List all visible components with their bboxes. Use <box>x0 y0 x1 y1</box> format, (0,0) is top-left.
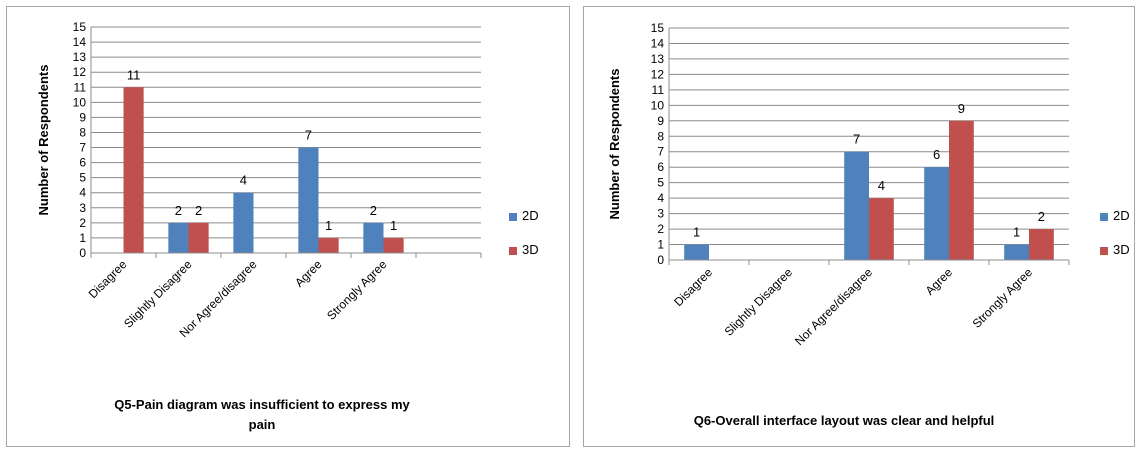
y-tick-label: 0 <box>657 253 664 267</box>
y-tick-label: 5 <box>79 171 86 185</box>
y-axis-label: Number of Respondents <box>607 69 622 220</box>
legend-item-2d: 2D <box>1100 208 1130 224</box>
bar-3D <box>1029 229 1054 260</box>
bar-3D <box>123 87 144 254</box>
legend-swatch-2d <box>1100 212 1108 221</box>
legend-swatch-2d <box>509 212 517 221</box>
chart-panel-q5: 0 1 2 3 4 5 6 7 8 9 10 11 12 13 14 15 Number of Responde… <box>6 6 570 447</box>
x-tick-label: Agree <box>292 257 325 290</box>
legend-item-3d: 3D <box>509 242 539 258</box>
x-tick-label: Disagree <box>671 265 715 309</box>
legend-label: 3D <box>1113 242 1130 257</box>
data-label: 4 <box>878 178 885 193</box>
y-tick-label: 12 <box>73 65 87 79</box>
y-tick-label: 12 <box>651 67 665 81</box>
x-tick-label: Strongly Agree <box>970 265 1036 331</box>
data-label: 7 <box>853 132 860 147</box>
legend-label: 3D <box>522 242 539 257</box>
data-label: 7 <box>305 128 312 143</box>
y-tick-label: 7 <box>657 145 664 159</box>
y-tick-label: 3 <box>657 207 664 221</box>
bar-2D <box>844 151 869 260</box>
data-label: 2 <box>370 203 377 218</box>
bar-2D <box>233 192 254 253</box>
bar-2D <box>298 147 319 253</box>
data-label: 2 <box>175 203 182 218</box>
legend-item-3d: 3D <box>1100 242 1130 258</box>
bar-3D <box>188 222 209 253</box>
data-label: 1 <box>693 225 700 240</box>
bar-2D <box>168 222 189 253</box>
y-tick-label: 8 <box>657 129 664 143</box>
legend-item-2d: 2D <box>509 208 539 224</box>
y-tick-label: 4 <box>657 191 664 205</box>
y-tick-label: 8 <box>79 125 86 139</box>
x-tick-label: Agree <box>923 265 956 298</box>
y-tick-label: 2 <box>657 222 664 236</box>
data-label: 2 <box>1038 209 1045 224</box>
x-tick-label: Strongly Agree <box>324 257 390 323</box>
y-tick-label: 1 <box>79 231 86 245</box>
bar-2D <box>924 167 949 260</box>
y-tick-label: 9 <box>657 114 664 128</box>
bar-3D <box>383 237 404 253</box>
data-label: 2 <box>195 203 202 218</box>
data-label: 1 <box>325 218 332 233</box>
y-axis-label: Number of Respondents <box>36 65 51 216</box>
data-label: 1 <box>390 218 397 233</box>
data-label: 6 <box>933 147 940 162</box>
y-tick-label: 3 <box>79 201 86 215</box>
x-tick-label: Disagree <box>86 257 130 301</box>
legend-label: 2D <box>522 208 539 223</box>
bar-2D <box>684 244 709 260</box>
y-tick-label: 1 <box>657 238 664 252</box>
y-tick-label: 15 <box>651 21 665 35</box>
x-tick-label: Slightly Disagree <box>722 265 796 339</box>
x-tick-label: Nor Agree/disagree <box>792 265 875 348</box>
chart-title: Q6-Overall interface layout was clear an… <box>693 413 995 428</box>
data-label: 11 <box>127 67 141 82</box>
bar-3D <box>949 120 974 260</box>
y-tick-label: 13 <box>651 52 665 66</box>
y-tick-label: 9 <box>79 110 86 124</box>
bar-3D <box>869 198 894 260</box>
y-tick-label: 5 <box>657 176 664 190</box>
chart-panel-q6: 0 1 2 3 4 5 6 7 8 9 10 11 12 13 14 15 Number of Responde… <box>583 6 1135 447</box>
y-tick-label: 6 <box>79 156 86 170</box>
y-tick-label: 10 <box>73 95 87 109</box>
bar-2D <box>1004 244 1029 260</box>
y-tick-label: 7 <box>79 141 86 155</box>
y-tick-label: 14 <box>651 36 665 50</box>
y-tick-label: 15 <box>73 20 87 34</box>
chart-title: Q5-Pain diagram was insufficient to expr… <box>114 397 410 432</box>
legend-swatch-3d <box>1100 246 1108 255</box>
x-tick-label: Slightly Disagree <box>121 257 195 331</box>
data-label: 1 <box>1013 225 1020 240</box>
data-label: 4 <box>240 173 247 188</box>
legend-label: 2D <box>1113 208 1130 223</box>
y-tick-label: 11 <box>652 83 665 97</box>
y-tick-label: 6 <box>657 160 664 174</box>
data-label: 9 <box>958 101 965 116</box>
y-tick-label: 10 <box>651 98 665 112</box>
y-tick-label: 4 <box>79 186 86 200</box>
legend-swatch-3d <box>509 246 517 255</box>
y-tick-label: 14 <box>73 35 87 49</box>
y-tick-label: 11 <box>74 80 87 94</box>
y-tick-label: 2 <box>79 216 86 230</box>
y-tick-label: 13 <box>73 50 87 64</box>
bar-3D <box>318 237 339 253</box>
bar-2D <box>363 222 384 253</box>
y-tick-label: 0 <box>79 246 86 260</box>
